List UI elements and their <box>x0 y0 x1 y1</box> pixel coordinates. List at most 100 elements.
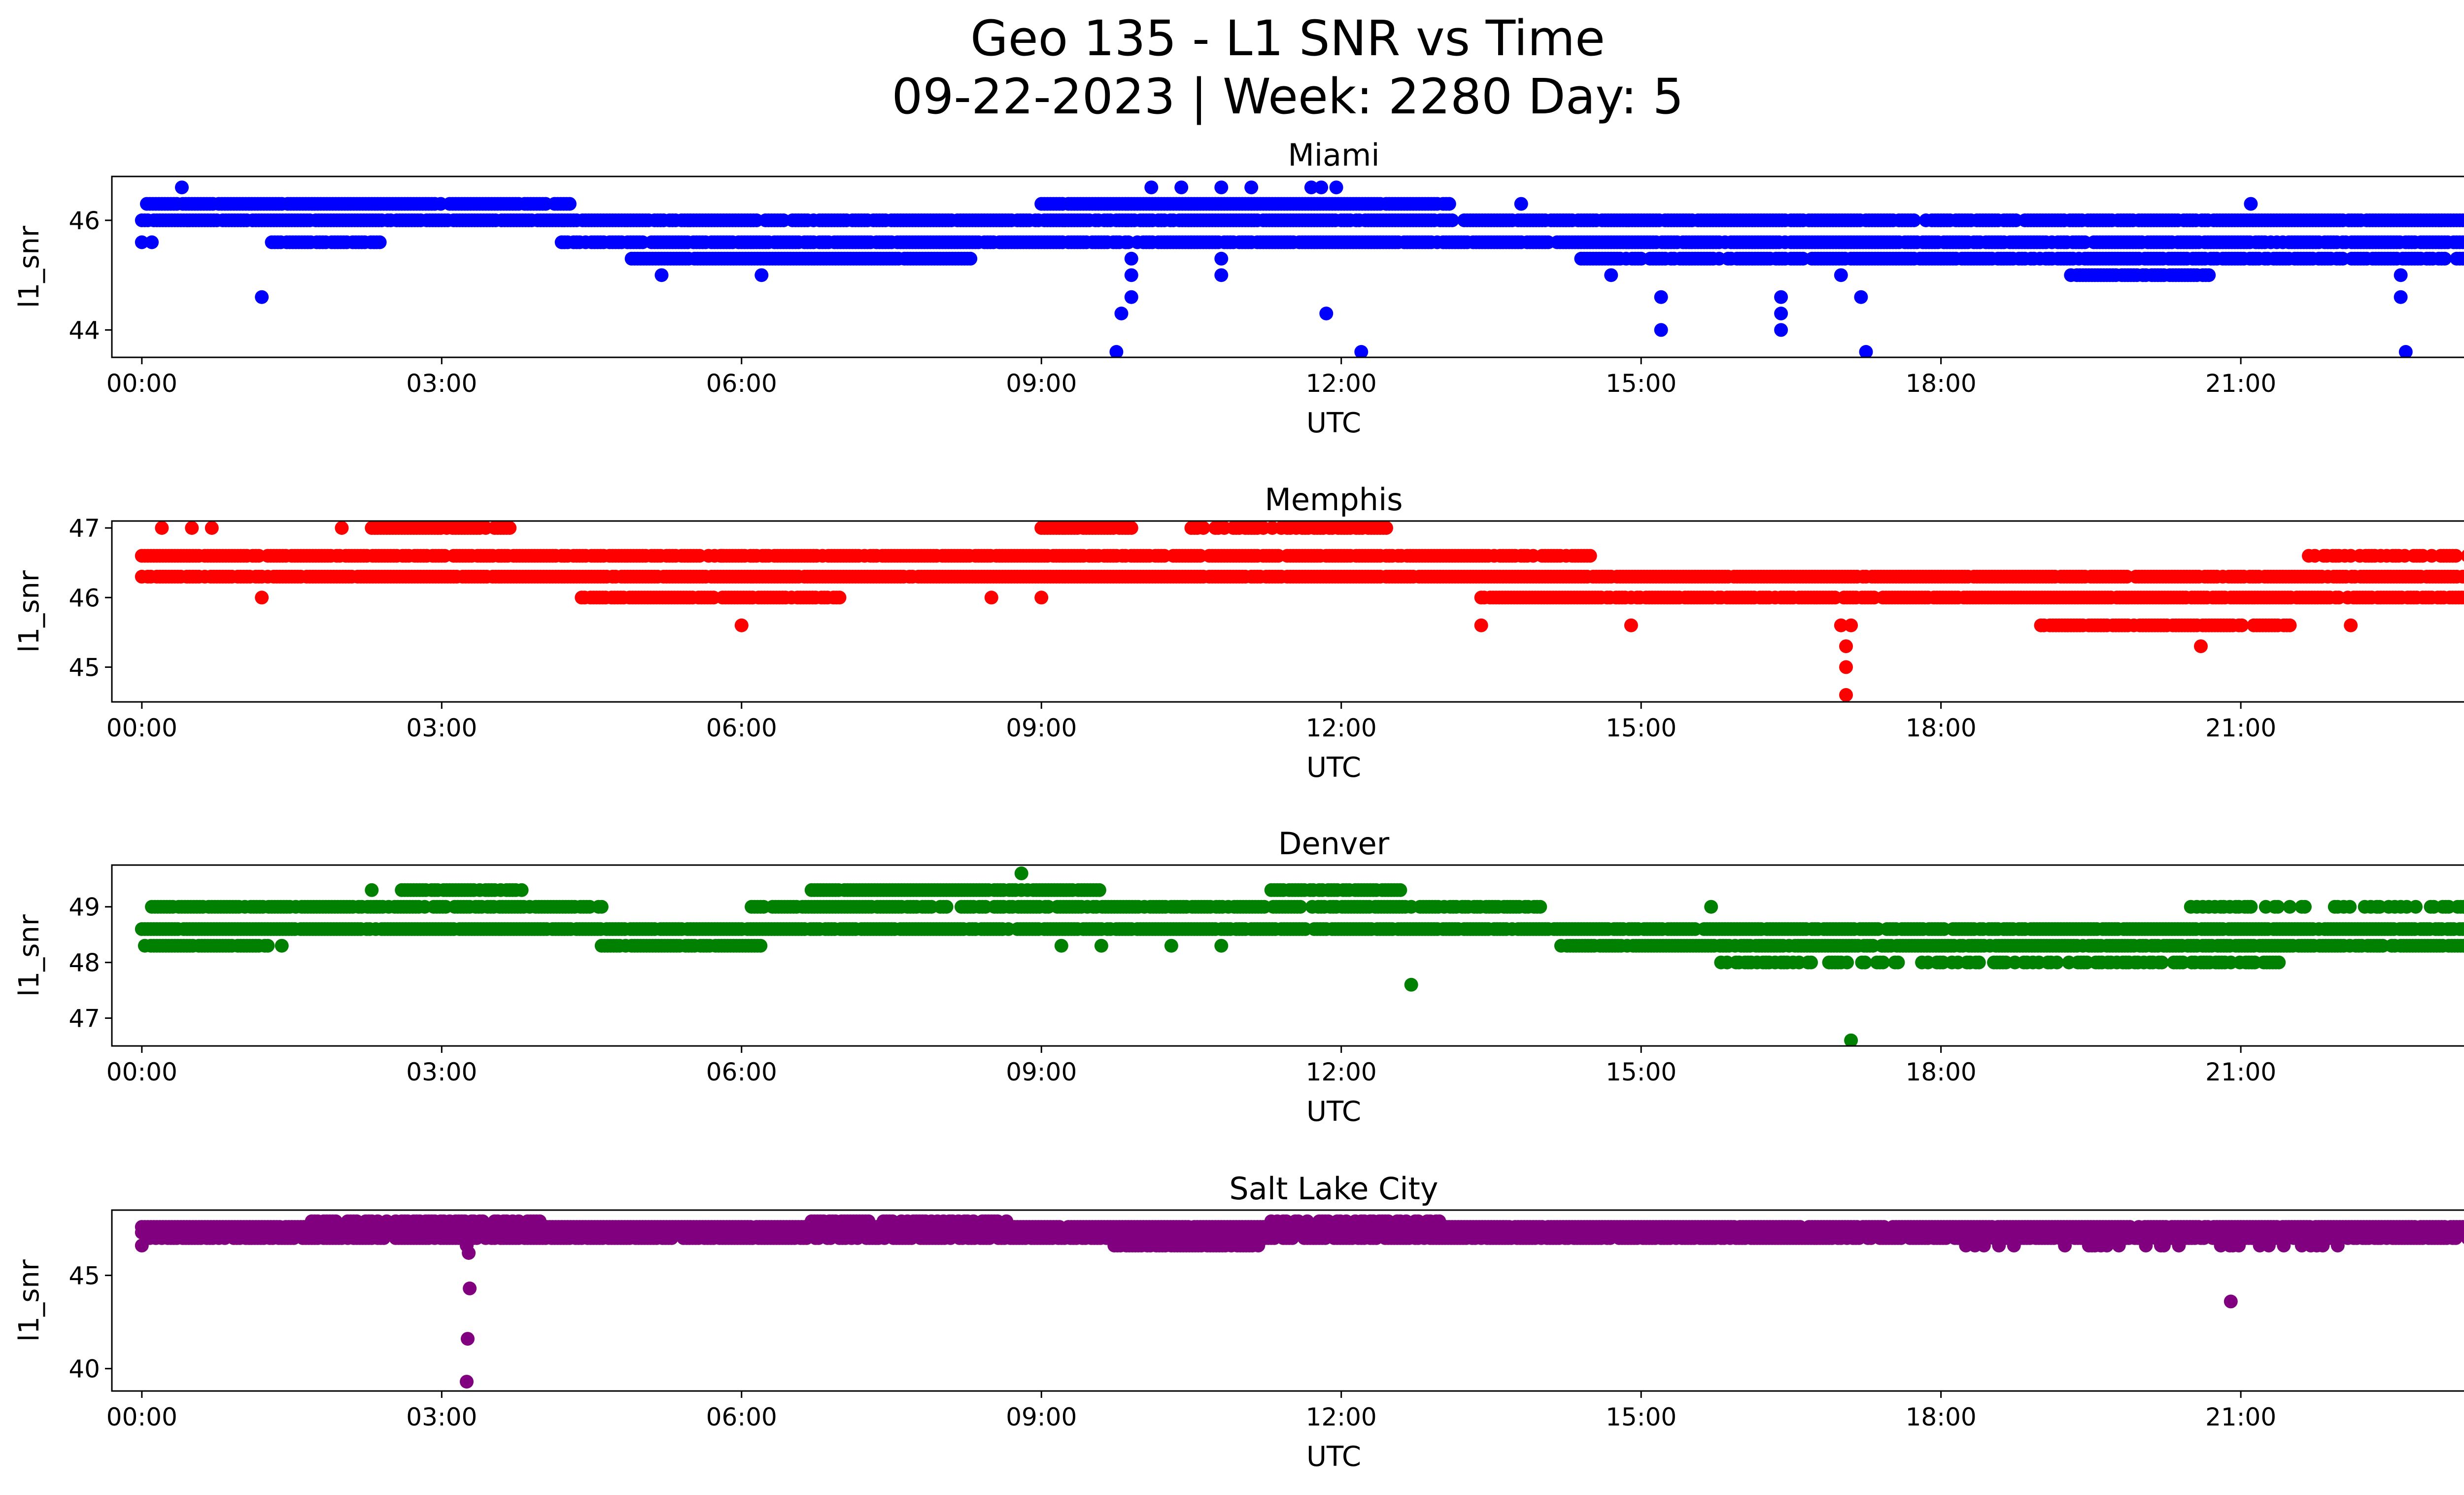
data-point-outlier <box>135 235 149 249</box>
axes-frame <box>111 175 2464 358</box>
data-point <box>2283 618 2297 632</box>
data-point-outlier <box>255 290 269 304</box>
subplot-title: Memphis <box>1265 482 1403 518</box>
data-point-outlier <box>1654 290 1668 304</box>
subplot-title: Denver <box>1278 826 1390 862</box>
data-point <box>2462 215 2464 226</box>
data-point <box>1196 521 1210 535</box>
data-point-outlier <box>185 521 199 535</box>
y-tick-label: 46 <box>68 207 100 235</box>
data-point <box>2462 924 2464 935</box>
x-tick-label: 18:00 <box>1906 369 1977 398</box>
data-point-outlier <box>754 268 769 282</box>
data-point-outlier <box>1774 323 1788 337</box>
data-point <box>562 197 577 211</box>
data-point-outlier <box>1839 639 1853 654</box>
data-point-outlier <box>205 521 219 535</box>
subplot-title: Miami <box>1288 137 1379 173</box>
data-point-outlier <box>2194 639 2208 654</box>
y-tick-label: 46 <box>68 584 100 612</box>
data-point <box>2449 549 2463 563</box>
data-point <box>1583 549 1597 563</box>
data-point-outlier <box>1844 618 1858 632</box>
data-point <box>963 251 978 266</box>
data-point-outlier <box>175 180 189 195</box>
data-point-outlier <box>335 521 349 535</box>
data-point <box>373 235 387 249</box>
data-point-outlier <box>1124 251 1138 266</box>
x-axis-label: UTC <box>1306 407 1361 439</box>
data-point-outlier <box>155 521 169 535</box>
data-point-outlier <box>1834 618 1848 632</box>
x-tick-label: 12:00 <box>1306 369 1377 398</box>
x-tick-label: 03:00 <box>406 714 477 742</box>
y-tick-label: 45 <box>68 653 100 682</box>
data-point-outlier <box>1174 180 1189 195</box>
x-tick-label: 03:00 <box>406 369 477 398</box>
data-point-outlier <box>1319 307 1334 320</box>
data-point-outlier <box>734 618 749 632</box>
figure-title-line1: Geo 135 - L1 SNR vs Time <box>970 10 1605 67</box>
scatter-points <box>135 521 2464 702</box>
data-point <box>1124 521 1138 535</box>
data-point <box>2202 268 2216 282</box>
x-tick-label: 18:00 <box>1906 714 1977 742</box>
data-point-outlier <box>2398 345 2413 357</box>
axes-frame <box>111 520 2464 703</box>
x-tick-label: 12:00 <box>1306 714 1377 742</box>
data-point <box>1442 197 1456 211</box>
data-point <box>1445 213 1459 227</box>
data-point-outlier <box>654 268 669 282</box>
x-tick-label: 00:00 <box>106 369 177 398</box>
data-point-outlier <box>1654 323 1668 337</box>
x-tick-label: 00:00 <box>106 714 177 742</box>
data-point <box>1379 521 1393 535</box>
data-point-outlier <box>2244 197 2258 211</box>
data-point <box>261 939 275 953</box>
y-tick-label: 47 <box>68 514 100 543</box>
x-axis-label: UTC <box>1306 752 1361 784</box>
data-point-outlier <box>2394 290 2408 304</box>
data-point-outlier <box>1124 268 1138 282</box>
x-tick-label: 06:00 <box>706 714 777 742</box>
data-point-outlier <box>1514 197 1528 211</box>
data-point-outlier <box>1214 268 1229 282</box>
data-point-outlier <box>2394 268 2408 282</box>
x-tick-label: 21:00 <box>2205 714 2276 742</box>
data-point-outlier <box>1859 345 1873 357</box>
data-point-outlier <box>1109 345 1124 357</box>
data-point-outlier <box>1474 618 1488 632</box>
data-point <box>832 591 847 605</box>
y-axis-label: l1_snr <box>13 225 45 308</box>
data-point-outlier <box>1774 290 1788 304</box>
x-tick-label: 15:00 <box>1606 714 1677 742</box>
data-point <box>2461 550 2464 562</box>
data-point-outlier <box>1354 345 1369 357</box>
data-point-outlier <box>1839 660 1853 674</box>
data-point <box>2437 251 2452 266</box>
data-point <box>2462 571 2464 582</box>
data-point-outlier <box>1314 180 1329 195</box>
figure-title: Geo 135 - L1 SNR vs Time 09-22-2023 | We… <box>0 10 2464 126</box>
data-point <box>2462 253 2464 264</box>
subplot-memphis: Memphis 00:00 03:00 06:00 09:00 12:00 15:00 18:… <box>13 482 2464 784</box>
x-tick-label: 09:00 <box>1006 714 1077 742</box>
x-tick-label: 15:00 <box>1606 369 1677 398</box>
scatter-points <box>135 866 2464 1046</box>
x-tick-label: 21:00 <box>2205 369 2276 398</box>
data-point <box>503 521 517 535</box>
data-point <box>1907 213 1921 227</box>
subplot-miami: Miami 00:00 03:00 06:00 09:00 12:00 15:00 18:00… <box>13 137 2464 439</box>
x-tick-label: 06:00 <box>706 369 777 398</box>
x-tick-label: 09:00 <box>1006 369 1077 398</box>
data-point-outlier <box>1774 307 1788 320</box>
data-point-outlier <box>715 549 729 563</box>
data-point-outlier <box>1214 180 1229 195</box>
data-point-outlier <box>1304 180 1318 195</box>
data-point-outlier <box>1144 180 1159 195</box>
data-point-outlier <box>1329 180 1343 195</box>
data-point-outlier <box>1124 290 1138 304</box>
